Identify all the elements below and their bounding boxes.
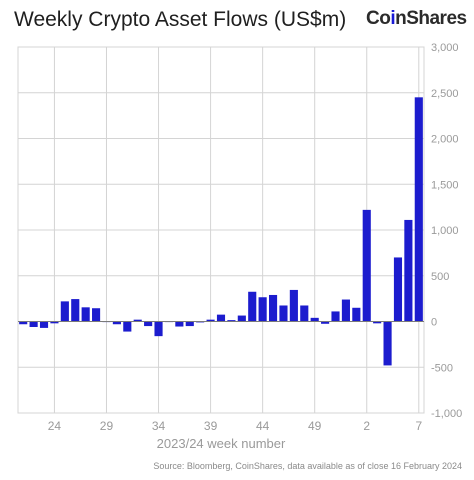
x-tick-label: 29 <box>100 419 114 433</box>
flow-bar <box>175 321 184 327</box>
y-tick-label: 1,500 <box>431 179 459 191</box>
source-note: Source: Bloomberg, CoinShares, data avai… <box>153 461 462 471</box>
flow-bar <box>81 307 90 322</box>
flow-bar <box>300 305 309 322</box>
flow-bar <box>19 321 28 325</box>
flow-bar <box>404 219 413 322</box>
brand-suffix: nShares <box>395 8 467 29</box>
flow-bar <box>227 320 236 322</box>
x-tick-label: 44 <box>256 419 270 433</box>
flow-bar <box>237 315 246 322</box>
flow-bar <box>279 305 288 322</box>
flow-bar <box>112 321 121 325</box>
y-tick-label: -1,000 <box>431 408 462 420</box>
flow-bar <box>133 319 142 322</box>
y-tick-label: 3,000 <box>431 42 459 54</box>
x-tick-label: 34 <box>152 419 166 433</box>
x-tick-label: 2 <box>363 419 370 433</box>
flow-bar <box>248 291 257 322</box>
y-tick-label: 2,500 <box>431 88 459 100</box>
x-tick-label: 39 <box>204 419 218 433</box>
y-tick-label: 0 <box>431 317 437 329</box>
flow-bar <box>71 299 80 322</box>
flow-bar <box>373 321 382 324</box>
flow-bar <box>414 97 423 322</box>
flow-bar <box>216 314 226 322</box>
flow-bar <box>383 321 392 366</box>
flow-bar <box>352 307 361 322</box>
flow-bar <box>393 257 403 322</box>
chart-title: Weekly Crypto Asset Flows (US$m) <box>14 8 347 31</box>
flow-bar <box>50 321 59 324</box>
flow-bar <box>185 321 194 327</box>
x-axis-title: 2023/24 week number <box>157 436 286 451</box>
flow-bar <box>154 321 163 337</box>
flow-bar <box>341 299 350 322</box>
flow-bar <box>92 308 101 322</box>
x-tick-label: 7 <box>415 419 422 433</box>
x-tick-label: 24 <box>48 419 62 433</box>
brand-accent: i <box>390 8 396 29</box>
flow-bar <box>289 289 298 322</box>
y-tick-label: -500 <box>431 362 453 374</box>
flow-bar <box>258 297 267 322</box>
brand-prefix: Co <box>366 8 391 29</box>
flow-bar <box>362 209 371 322</box>
y-tick-label: 2,000 <box>431 134 459 146</box>
flow-bar <box>144 321 153 327</box>
flow-bar <box>206 319 215 322</box>
flow-bar <box>331 311 340 322</box>
y-tick-label: 1,000 <box>431 225 459 237</box>
flow-bar <box>39 321 49 328</box>
flow-bar <box>60 301 69 322</box>
y-tick-label: 500 <box>431 271 449 283</box>
flow-bar <box>321 321 330 324</box>
flow-bar <box>29 321 38 327</box>
flow-bar <box>310 317 319 322</box>
flow-bar <box>268 294 278 322</box>
brand-logo: CoinShares <box>366 8 467 30</box>
flow-bar <box>123 321 132 332</box>
x-tick-label: 49 <box>308 419 322 433</box>
